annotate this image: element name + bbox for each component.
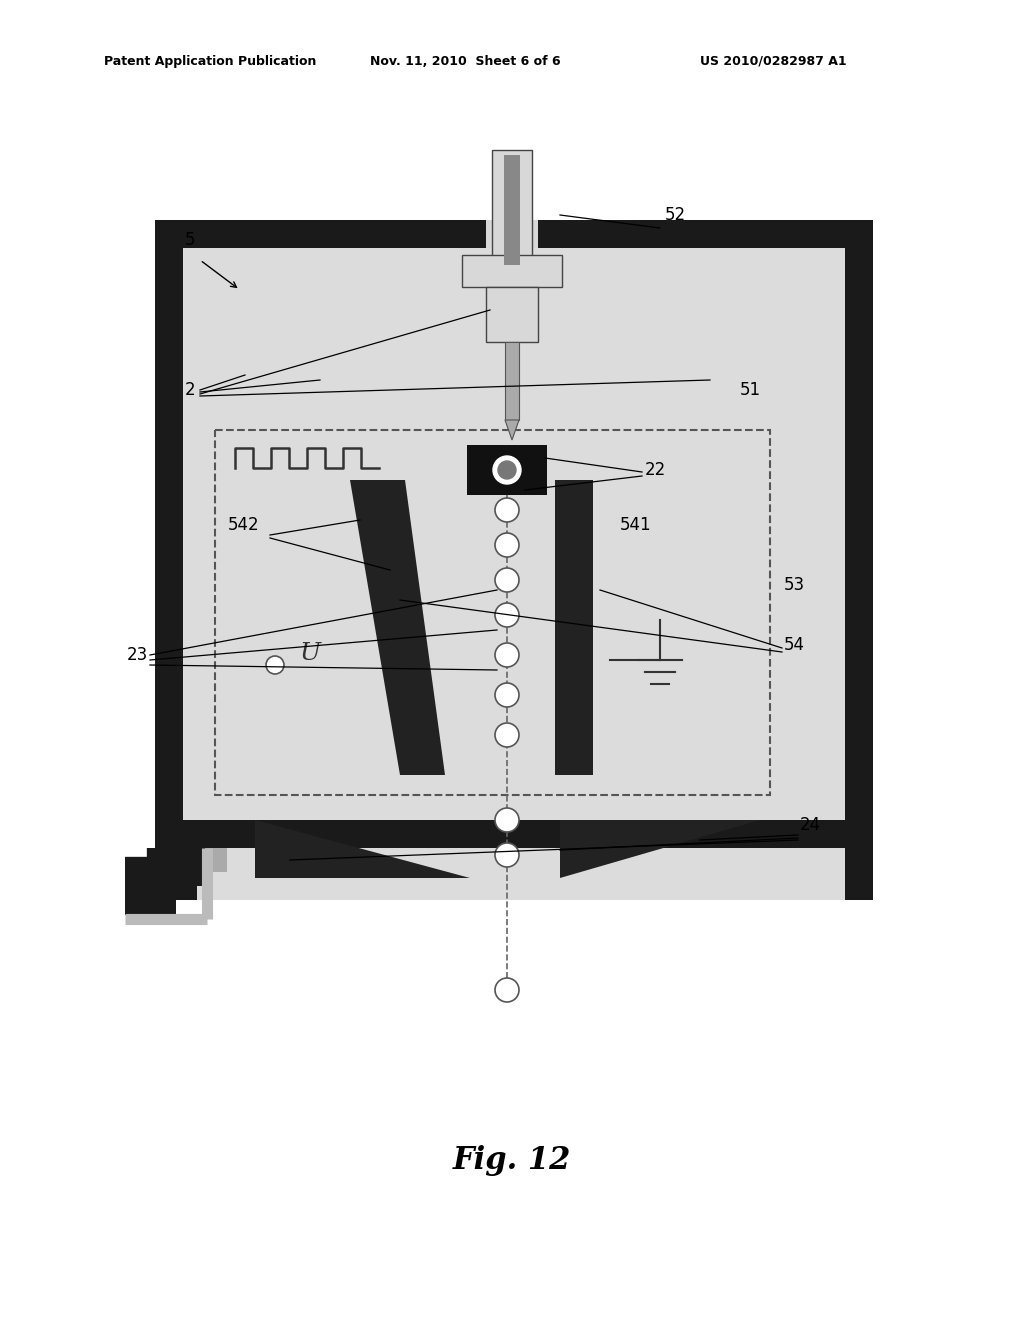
- Circle shape: [495, 682, 519, 708]
- Circle shape: [498, 461, 516, 479]
- Text: 23: 23: [127, 645, 148, 664]
- Circle shape: [495, 643, 519, 667]
- Circle shape: [495, 978, 519, 1002]
- Polygon shape: [560, 820, 760, 878]
- Text: US 2010/0282987 A1: US 2010/0282987 A1: [700, 55, 847, 69]
- Bar: [215, 430, 770, 795]
- Polygon shape: [183, 847, 227, 873]
- Text: 5: 5: [185, 231, 196, 249]
- Circle shape: [495, 723, 519, 747]
- Text: 53: 53: [784, 576, 805, 594]
- Text: U: U: [300, 642, 322, 665]
- Text: 2: 2: [185, 381, 196, 399]
- Bar: [845, 220, 873, 820]
- Circle shape: [495, 808, 519, 832]
- Text: 54: 54: [784, 636, 805, 653]
- Circle shape: [495, 843, 519, 867]
- Text: Fig. 12: Fig. 12: [453, 1144, 571, 1176]
- Circle shape: [495, 533, 519, 557]
- Polygon shape: [350, 480, 445, 775]
- Bar: [504, 154, 520, 265]
- Circle shape: [493, 455, 521, 484]
- Bar: [125, 873, 197, 900]
- Bar: [155, 220, 873, 248]
- Bar: [486, 286, 538, 342]
- Text: 51: 51: [740, 381, 761, 399]
- Circle shape: [266, 656, 284, 675]
- Bar: [486, 220, 538, 248]
- Bar: [155, 220, 183, 820]
- Bar: [505, 342, 519, 420]
- Text: 541: 541: [620, 516, 651, 535]
- Text: 542: 542: [228, 516, 260, 535]
- Text: Patent Application Publication: Patent Application Publication: [104, 55, 316, 69]
- Bar: [467, 445, 547, 495]
- Bar: [183, 820, 845, 847]
- Circle shape: [495, 498, 519, 521]
- Bar: [555, 480, 593, 775]
- Bar: [845, 820, 873, 900]
- Bar: [492, 150, 532, 271]
- Circle shape: [495, 603, 519, 627]
- Text: 52: 52: [665, 206, 686, 224]
- Circle shape: [495, 568, 519, 591]
- Bar: [155, 220, 873, 900]
- Text: 22: 22: [645, 461, 667, 479]
- Text: 24: 24: [800, 816, 821, 834]
- Bar: [155, 820, 197, 900]
- Polygon shape: [505, 420, 519, 440]
- Bar: [462, 255, 562, 286]
- Text: Nov. 11, 2010  Sheet 6 of 6: Nov. 11, 2010 Sheet 6 of 6: [370, 55, 560, 69]
- Polygon shape: [255, 820, 470, 878]
